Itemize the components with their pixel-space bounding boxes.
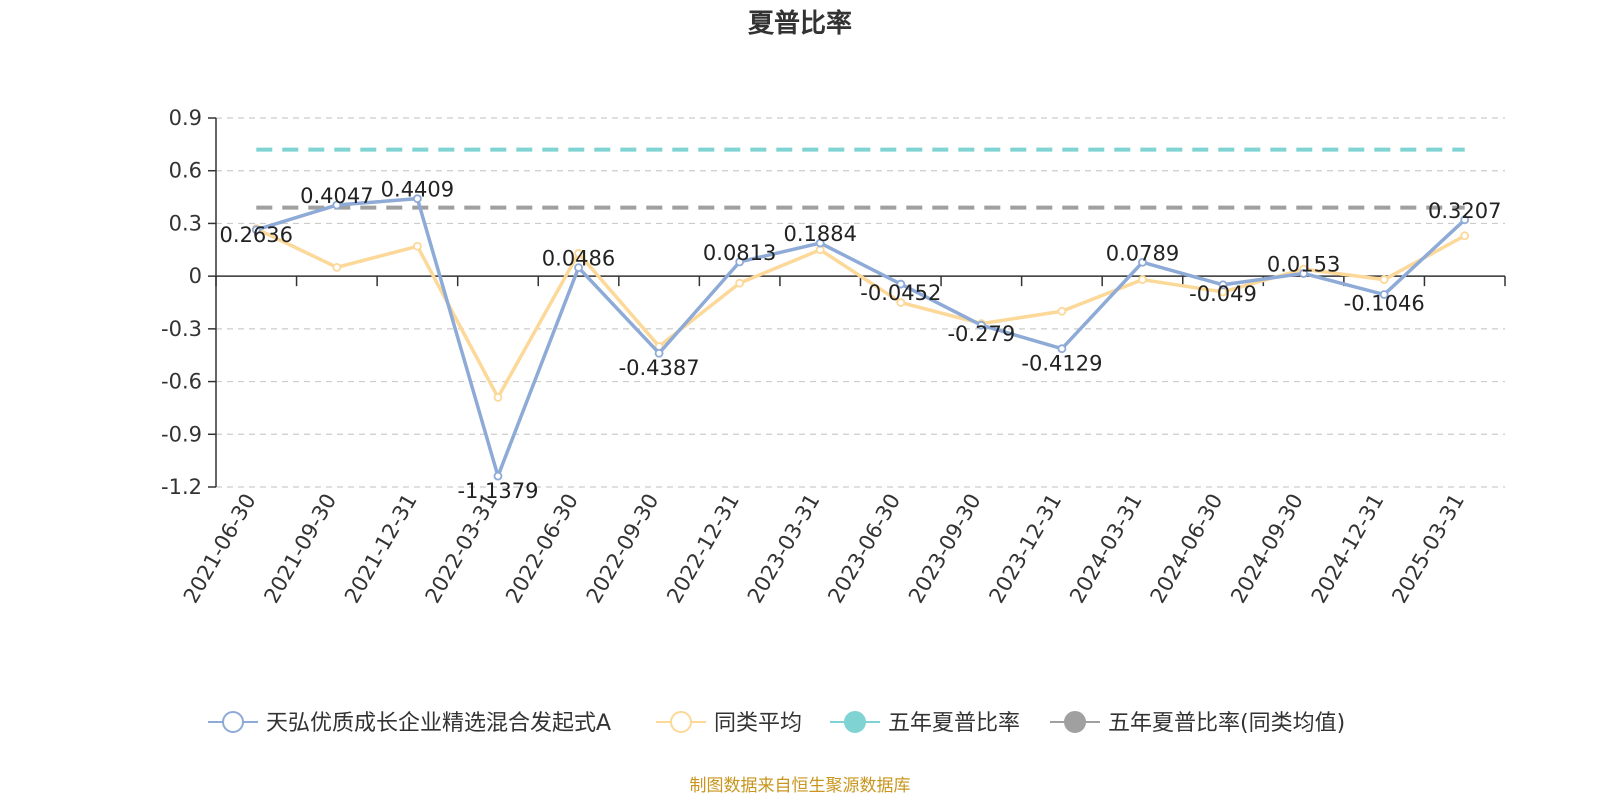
- y-axis: 0.9 0.6 0.3 0 -0.3 -0.6 -0.9 -1.2: [161, 106, 217, 499]
- series-1-point: [1460, 215, 1470, 225]
- y-tick-label: 0: [189, 264, 202, 288]
- y-tick-label: 0.3: [169, 211, 202, 235]
- series-1-point: [574, 263, 583, 273]
- source-note: 制图数据来自恒生聚源数据库: [690, 776, 911, 796]
- data-label: -1.1379: [457, 479, 538, 503]
- series-2-point: [896, 298, 906, 307]
- series-2-point: [1057, 306, 1067, 316]
- data-label: 0.0153: [1267, 252, 1340, 276]
- series-1-point: [1218, 280, 1228, 290]
- legend-label: 同类平均: [714, 711, 802, 736]
- x-tick-label: 2022-12-31: [662, 490, 744, 608]
- x-tick-label: 2022-03-31: [420, 490, 502, 608]
- chart-title: 夏普比率: [748, 8, 852, 39]
- x-tick-label: 2023-12-31: [984, 490, 1066, 608]
- series-2-point: [1460, 231, 1470, 241]
- x-tick-label: 2024-03-31: [1065, 490, 1147, 608]
- series-1-point: [1057, 344, 1067, 354]
- series-1-point: [1138, 257, 1147, 267]
- series-2-point: [574, 248, 583, 258]
- legend-label: 五年夏普比率: [888, 711, 1020, 736]
- y-tick-label: -0.9: [161, 422, 202, 446]
- series-1-point: [815, 238, 825, 248]
- data-label: 0.2636: [220, 223, 293, 247]
- legend-item-4: 五年夏普比率(同类均值): [1050, 711, 1345, 736]
- x-tick-label: 2025-03-31: [1387, 490, 1469, 608]
- series-2-point: [413, 241, 422, 251]
- x-tick-label: 2024-06-30: [1146, 490, 1228, 608]
- x-tick-label: 2023-03-31: [743, 490, 825, 608]
- series-1-point: [251, 225, 261, 235]
- x-tick-label: 2022-09-30: [582, 490, 664, 608]
- data-label: 0.0813: [703, 241, 776, 265]
- series-1-point: [735, 257, 745, 267]
- data-labels: 0.2636 0.4047 0.4409 -1.1379 0.0486 -0.4387 0.…: [220, 178, 1502, 503]
- reference-lines: [256, 147, 1465, 210]
- y-tick-label: 0.9: [169, 106, 202, 130]
- grid-lines: [216, 117, 1505, 488]
- data-label: -0.1046: [1344, 292, 1425, 316]
- x-axis: 2021-06-302021-09-302021-12-312022-03-31…: [179, 275, 1506, 608]
- legend-item-3: 五年夏普比率: [830, 711, 1020, 736]
- legend-label: 天弘优质成长企业精选混合发起式A: [266, 711, 611, 736]
- x-tick-label: 2022-06-30: [501, 490, 583, 608]
- x-tick-label: 2024-12-31: [1307, 490, 1389, 608]
- data-label: -0.0452: [860, 281, 941, 305]
- series-1-point: [1299, 269, 1308, 278]
- series-1-point: [493, 471, 503, 481]
- data-label: 0.0789: [1106, 241, 1179, 265]
- x-tick-label: 2024-09-30: [1226, 490, 1308, 608]
- series-1-point: [1379, 290, 1389, 299]
- data-label: -0.049: [1189, 282, 1257, 306]
- series-2-point: [1138, 275, 1147, 285]
- data-label: 0.3207: [1428, 199, 1501, 223]
- series-1-point: [332, 200, 342, 210]
- x-tick-label: 2021-12-31: [340, 490, 422, 608]
- data-label: -0.4387: [619, 356, 700, 380]
- data-label: -0.279: [947, 322, 1015, 346]
- y-tick-label: -0.3: [161, 317, 202, 341]
- series-2-point: [493, 392, 503, 402]
- x-tick-label: 2021-09-30: [259, 490, 341, 608]
- series-lines: [251, 194, 1470, 481]
- x-tick-label: 2023-09-30: [904, 490, 986, 608]
- legend: 天弘优质成长企业精选混合发起式A 同类平均 五年夏普比率 五年夏普比率(同类均值): [208, 711, 1345, 736]
- series-2-point: [332, 262, 342, 272]
- series-1-point: [896, 279, 906, 289]
- legend-marker: [670, 711, 692, 733]
- legend-marker: [1064, 711, 1086, 733]
- series-1-point: [413, 194, 422, 204]
- x-tick-label: 2023-06-30: [823, 490, 905, 608]
- y-tick-label: -1.2: [161, 475, 202, 499]
- legend-label: 五年夏普比率(同类均值): [1108, 711, 1345, 736]
- series-line-1: [255, 196, 1466, 478]
- data-label: 0.1884: [783, 222, 856, 246]
- data-label: 0.0486: [542, 247, 615, 271]
- series-2-point: [1379, 275, 1389, 285]
- data-label: 0.4047: [300, 184, 373, 208]
- x-tick-label: 2021-06-30: [179, 490, 261, 608]
- series-1-point: [654, 348, 664, 358]
- y-tick-label: 0.6: [169, 159, 202, 183]
- legend-marker: [844, 711, 866, 733]
- series-2-point: [735, 278, 745, 288]
- legend-marker: [222, 711, 244, 733]
- series-1-point: [976, 320, 986, 330]
- y-tick-label: -0.6: [161, 370, 202, 394]
- data-label: -0.4129: [1021, 352, 1102, 376]
- data-label: 0.4409: [381, 178, 454, 202]
- legend-item-1: 天弘优质成长企业精选混合发起式A: [208, 711, 611, 736]
- legend-item-2: 同类平均: [656, 711, 802, 736]
